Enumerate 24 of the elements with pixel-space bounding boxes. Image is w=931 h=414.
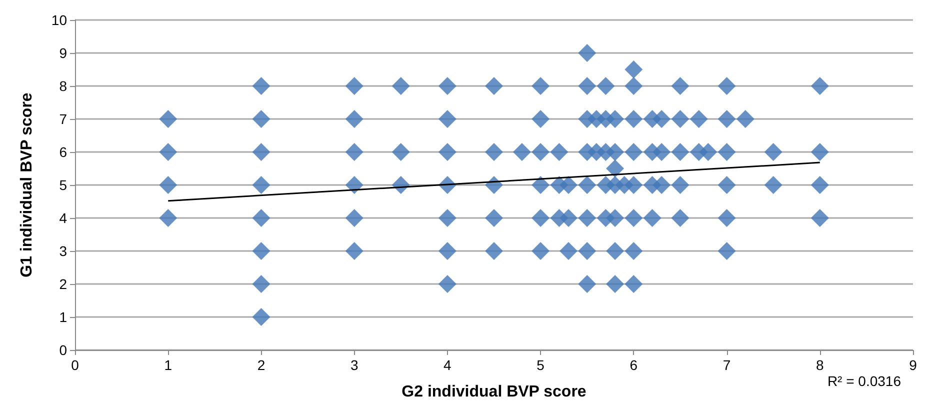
y-tick-label: 3 [59,243,68,259]
text: R² = 0.0316 [827,373,902,389]
y-tick-label: 4 [59,210,68,226]
y-tick-label: 7 [59,111,68,127]
y-tick-label: 9 [59,45,68,61]
y-tick-label: 8 [59,78,68,94]
y-tick-label: 5 [59,177,68,193]
x-tick-label: 7 [722,357,731,373]
x-tick-label: 1 [164,357,172,373]
y-axis-title: G1 individual BVP score [18,92,36,278]
x-tick-label: 9 [909,357,918,373]
y-tick-label: 2 [59,276,68,292]
x-tick-label: 6 [630,357,638,373]
y-tick-label: 0 [59,342,68,358]
x-tick-label: 2 [257,357,266,373]
x-tick-label: 4 [444,357,452,373]
x-tick-label: 5 [536,357,545,373]
y-tick-label: 1 [59,309,68,325]
x-tick-label: 0 [71,357,80,373]
x-tick-label: 8 [816,357,824,373]
y-tick-label: 6 [59,144,68,160]
x-axis-title: G2 individual BVP score [402,384,586,400]
x-tick-label: 3 [350,357,358,373]
y-tick-label: 10 [51,12,68,28]
